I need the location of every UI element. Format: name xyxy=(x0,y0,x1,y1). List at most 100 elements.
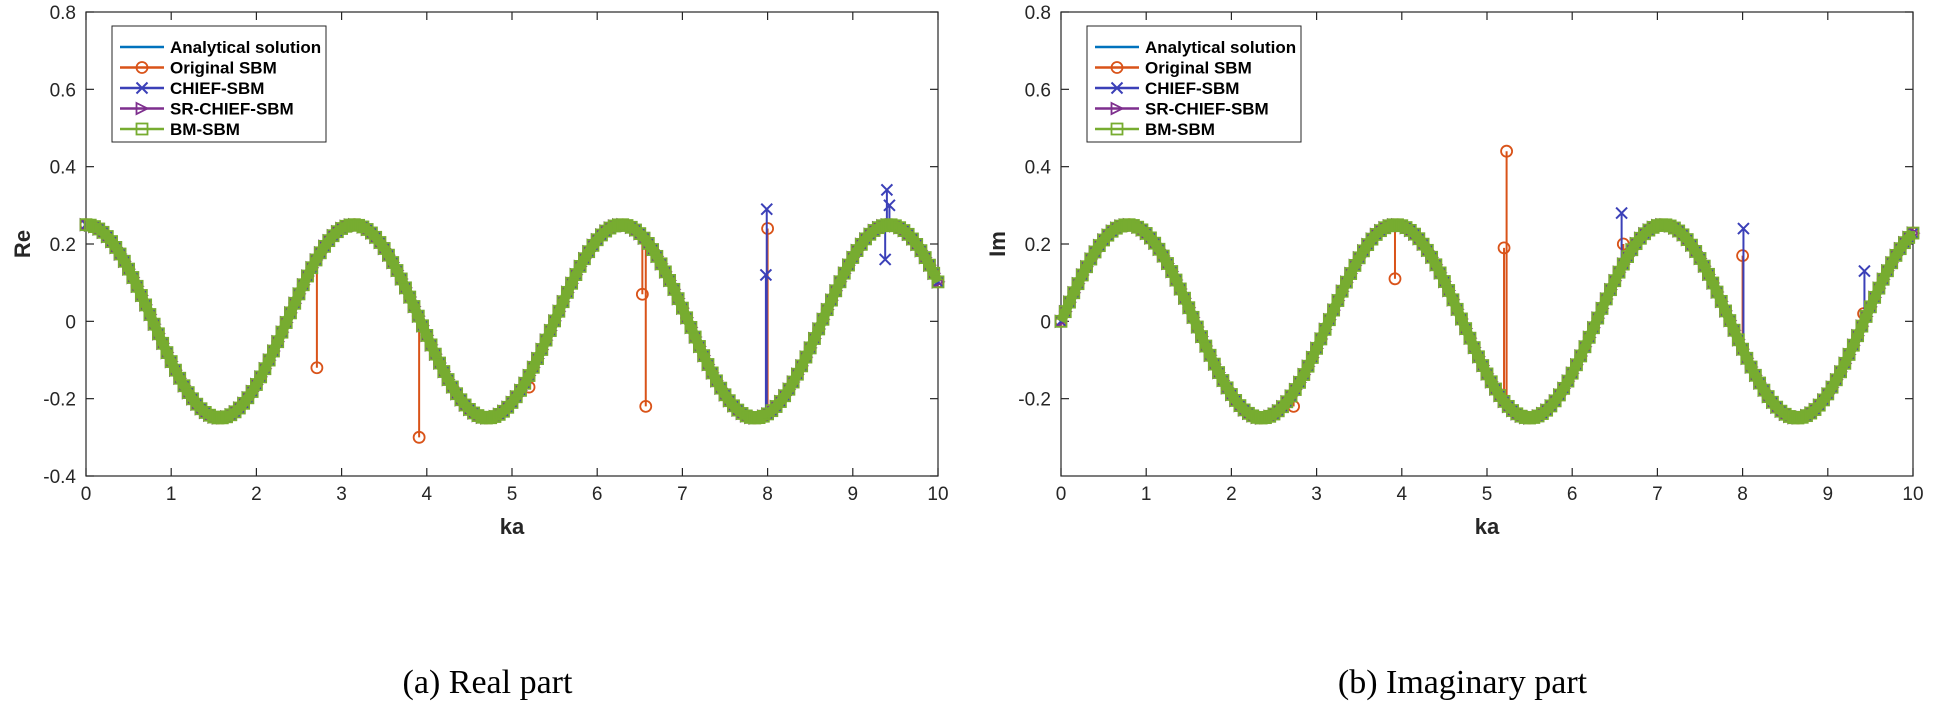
imag-series-point xyxy=(1301,359,1315,373)
real-series-point xyxy=(279,316,293,329)
imag-legend-label: Original SBM xyxy=(1145,59,1252,78)
real-series-point xyxy=(249,378,263,391)
real-outlier-point xyxy=(310,361,324,375)
imag-series-point xyxy=(1727,323,1741,337)
real-series-point xyxy=(203,408,216,422)
imag-series-point xyxy=(1846,338,1860,352)
chart-panel-imaginary: 0 1 2 3 4 5 6 7 8 9 10 -0.2 0 0.2 0.4 0.6 0.8 ka Im Analyti… xyxy=(975,0,1950,727)
real-series-point xyxy=(876,219,890,233)
imag-series-point xyxy=(1748,368,1762,382)
real-series-point xyxy=(565,276,579,290)
imag-series-point xyxy=(1795,410,1809,424)
imag-series-point xyxy=(1467,341,1481,355)
real-series-point xyxy=(126,271,140,284)
imag-legend-marker xyxy=(1110,122,1124,136)
imag-series-point xyxy=(1182,301,1196,315)
real-outlier-point xyxy=(639,399,653,413)
imag-series-point xyxy=(1322,313,1336,327)
imag-series-point xyxy=(1851,329,1865,343)
real-ytick-label: 0.6 xyxy=(50,80,76,101)
imag-series-point xyxy=(1753,376,1767,390)
imag-series-point xyxy=(1437,275,1451,288)
imag-outlier-point xyxy=(1388,272,1402,286)
real-xtick-label: 4 xyxy=(422,484,433,505)
chart-imaginary-part: 0 1 2 3 4 5 6 7 8 9 10 -0.2 0 0.2 0.4 0.6 0.8 ka Im Analyti… xyxy=(985,3,1924,539)
imag-series-point xyxy=(1604,283,1617,297)
real-xlabel: ka xyxy=(500,514,525,539)
real-series-point xyxy=(458,398,472,412)
real-series-point xyxy=(684,321,698,334)
caption-imaginary-part: (b) Imaginary part xyxy=(1337,664,1588,701)
imag-series-point xyxy=(1455,312,1468,326)
imag-series-point xyxy=(1578,340,1592,354)
imag-series-point xyxy=(1420,243,1434,257)
real-outlier-point xyxy=(760,202,773,216)
imag-series-point xyxy=(1178,291,1191,305)
real-series-point xyxy=(139,298,153,312)
imag-series-point xyxy=(1425,250,1439,264)
real-series-point xyxy=(569,268,583,282)
real-series-point xyxy=(92,222,106,236)
imag-series-point xyxy=(1514,409,1528,423)
imag-series-point xyxy=(1071,277,1085,291)
imag-series-point xyxy=(1668,221,1681,235)
real-series-point xyxy=(130,279,144,293)
imag-series-point xyxy=(1778,407,1792,421)
real-series-point xyxy=(693,340,706,353)
real-series-point xyxy=(335,222,349,235)
real-series-point xyxy=(871,221,885,235)
real-series-point xyxy=(808,332,821,345)
real-series-point xyxy=(663,274,677,287)
imag-series-point xyxy=(1310,341,1324,355)
real-series-point xyxy=(497,404,510,418)
real-series-point xyxy=(147,317,161,331)
imag-xtick-label: 3 xyxy=(1311,484,1322,505)
real-series-point xyxy=(697,349,711,363)
real-series-point xyxy=(578,252,591,266)
real-series-point xyxy=(667,282,681,296)
imag-ylabel: Im xyxy=(985,231,1010,257)
real-series-point xyxy=(271,335,285,349)
imag-xtick-label: 10 xyxy=(1902,484,1923,505)
imag-series-point xyxy=(1152,242,1166,256)
real-xtick-label: 5 xyxy=(507,484,518,505)
imag-ytick-label: 0.8 xyxy=(1025,3,1051,24)
real-series-point xyxy=(382,248,395,262)
real-series-point xyxy=(739,409,753,423)
imag-series-point xyxy=(1084,252,1098,266)
real-series-point xyxy=(595,228,608,242)
imag-outlier-point xyxy=(1500,144,1513,158)
imag-series-point xyxy=(1821,387,1835,401)
imag-series-point xyxy=(1804,406,1818,420)
imag-series-point xyxy=(1429,258,1443,272)
imag-series-point xyxy=(1344,267,1358,280)
real-series-point xyxy=(603,221,617,235)
imag-series-point xyxy=(1574,349,1588,363)
real-series-point xyxy=(484,411,498,425)
real-series-point xyxy=(228,405,242,419)
real-series-point xyxy=(433,356,446,370)
real-series-point xyxy=(701,358,715,371)
imag-series-point xyxy=(1450,302,1464,316)
imag-series-point xyxy=(1710,285,1724,299)
real-series-point xyxy=(296,278,310,292)
imag-series-point xyxy=(1859,310,1873,323)
real-series-point xyxy=(923,258,936,272)
imag-series-point xyxy=(1570,358,1583,372)
real-series-point xyxy=(194,402,208,416)
imag-series-point xyxy=(1220,381,1234,395)
real-series-point xyxy=(735,407,749,420)
real-series-point xyxy=(428,347,442,361)
imag-legend-marker xyxy=(1110,101,1125,116)
real-series-point xyxy=(284,306,297,320)
real-outlier-point xyxy=(880,183,894,197)
imag-series-point xyxy=(1203,348,1217,362)
real-series-point xyxy=(152,327,165,341)
imag-series-point xyxy=(1259,411,1272,425)
real-series-point xyxy=(164,355,178,368)
real-series-point xyxy=(399,281,412,295)
imag-series-point xyxy=(1058,305,1072,319)
real-series-point xyxy=(117,254,131,268)
real-legend-marker xyxy=(135,101,150,116)
imag-series-point xyxy=(1352,251,1366,265)
